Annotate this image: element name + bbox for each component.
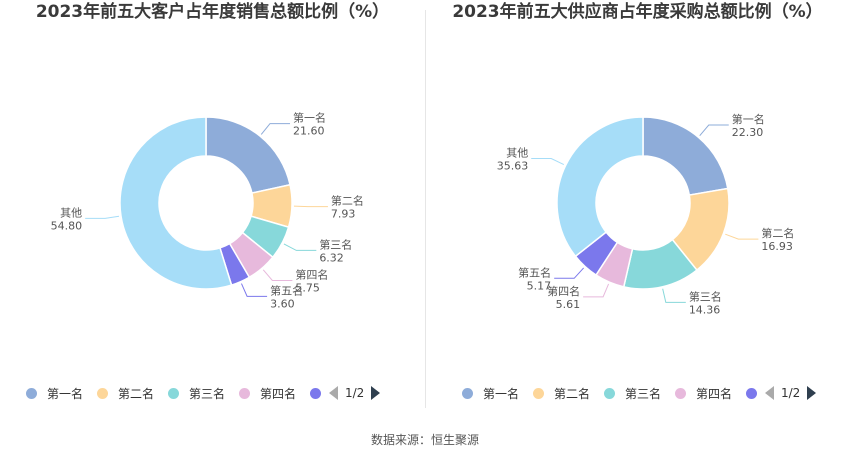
slice-value-label: 35.63	[497, 160, 529, 173]
legend-label: 第二名	[118, 386, 155, 401]
slice-value-label: 14.36	[689, 303, 721, 316]
leader-line	[662, 288, 686, 303]
legend-swatch	[168, 387, 179, 399]
legend-pager: 1/2	[765, 383, 817, 403]
donut-slice	[119, 116, 233, 290]
leader-line	[531, 158, 565, 166]
chart-legend: 第一名 第二名 第三名 第四名 1/2	[425, 383, 850, 403]
slice-value-label: 5.75	[295, 281, 320, 294]
donut-slice	[205, 116, 291, 194]
panel-divider	[425, 10, 426, 408]
chart-legend: 第一名 第二名 第三名 第四名 1/2	[0, 383, 425, 403]
slice-name-label: 第四名	[547, 284, 580, 298]
leader-line	[725, 233, 759, 240]
legend-swatch	[310, 387, 321, 399]
leader-line	[699, 124, 729, 137]
donut-slice	[556, 116, 644, 258]
legend-label: 第一名	[47, 386, 84, 401]
customer-sales-chart-panel: 2023年前五大客户占年度销售总额比例（%） 第一名 21.60 第二名 7.93 第三…	[0, 0, 425, 415]
legend-label: 第三名	[625, 386, 662, 401]
legend-pager: 1/2	[329, 383, 381, 403]
legend-item[interactable]: 第四名	[675, 383, 732, 403]
legend-item[interactable]: 第一名	[462, 383, 519, 403]
slice-name-label: 其他	[506, 147, 528, 160]
slice-name-label: 第二名	[331, 194, 364, 208]
donut-slice	[642, 116, 729, 196]
legend-item[interactable]	[310, 383, 321, 403]
slice-name-label: 第四名	[295, 267, 328, 281]
slice-name-label: 第五名	[270, 283, 303, 297]
slice-name-label: 第五名	[518, 265, 551, 279]
slice-name-label: 第一名	[293, 111, 326, 125]
slice-name-label: 第一名	[732, 112, 765, 126]
slice-value-label: 5.61	[556, 298, 581, 311]
legend-swatch	[604, 387, 615, 399]
slice-value-label: 21.60	[293, 125, 325, 138]
slice-name-label: 其他	[60, 206, 82, 219]
chevron-right-icon[interactable]	[807, 386, 817, 400]
legend-swatch	[26, 387, 37, 399]
legend-swatch	[746, 387, 757, 399]
slice-value-label: 7.93	[331, 208, 356, 221]
legend-label: 第一名	[483, 386, 520, 401]
legend-item[interactable]: 第三名	[168, 383, 225, 403]
slice-value-label: 6.32	[319, 251, 344, 264]
chart-title: 2023年前五大供应商占年度采购总额比例（%）	[452, 2, 823, 22]
leader-line	[85, 215, 120, 219]
legend-item[interactable]: 第四名	[239, 383, 296, 403]
legend-item[interactable]	[746, 383, 757, 403]
slice-value-label: 16.93	[761, 240, 793, 253]
chevron-left-icon[interactable]	[765, 386, 774, 400]
chevron-right-icon[interactable]	[371, 386, 381, 400]
legend-label: 第四名	[696, 386, 733, 401]
leader-line	[583, 283, 610, 298]
legend-label: 第二名	[554, 386, 591, 401]
slice-value-label: 3.60	[270, 297, 295, 310]
slice-name-label: 第三名	[689, 289, 722, 303]
legend-item[interactable]: 第二名	[533, 383, 590, 403]
slice-value-label: 54.80	[51, 219, 83, 232]
slice-name-label: 第二名	[761, 226, 794, 240]
legend-swatch	[97, 387, 108, 399]
supplier-purchase-chart-panel: 2023年前五大供应商占年度采购总额比例（%） 第一名 22.30 第二名 16.93…	[425, 0, 850, 415]
legend-swatch	[675, 387, 686, 399]
legend-swatch	[239, 387, 250, 399]
legend-label: 第四名	[260, 386, 297, 401]
legend-page-indicator: 1/2	[345, 386, 365, 400]
leader-line	[554, 267, 585, 279]
legend-label: 第三名	[189, 386, 226, 401]
legend-item[interactable]: 第一名	[26, 383, 83, 403]
leader-line	[240, 283, 268, 297]
legend-swatch	[462, 387, 473, 399]
leader-line	[262, 269, 293, 281]
leader-line	[260, 123, 291, 135]
legend-item[interactable]: 第三名	[604, 383, 661, 403]
data-source-note: 数据来源：恒生聚源	[370, 433, 479, 447]
legend-page-indicator: 1/2	[781, 386, 801, 400]
leader-line	[283, 243, 317, 251]
chart-title: 2023年前五大客户占年度销售总额比例（%）	[35, 2, 390, 22]
legend-swatch	[533, 387, 544, 399]
slice-value-label: 22.30	[732, 126, 764, 139]
slice-name-label: 第三名	[319, 237, 352, 251]
chevron-left-icon[interactable]	[329, 386, 338, 400]
legend-item[interactable]: 第二名	[97, 383, 154, 403]
slice-value-label: 5.17	[527, 279, 552, 292]
